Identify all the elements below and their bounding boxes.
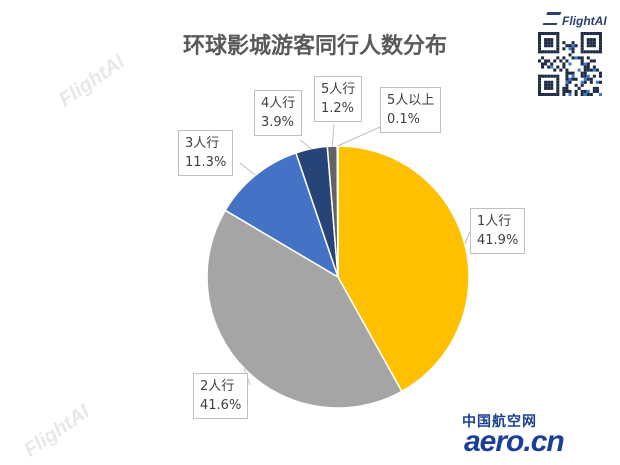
leader-line (239, 162, 256, 176)
footer-logo: aero.cn (464, 425, 565, 458)
category-label: 2人行 (200, 379, 235, 394)
footer-site-name: 中国航空网 (462, 414, 537, 430)
category-label: 1人行 (477, 214, 512, 229)
data-label: 2人行 41.6% (193, 373, 249, 419)
data-label: 4人行 3.9% (254, 90, 303, 136)
value-label: 0.1% (387, 112, 421, 127)
category-label: 3人行 (185, 136, 220, 151)
brand-logo: FlightAI (542, 12, 607, 28)
value-label: 3.9% (261, 115, 295, 130)
leader-line (337, 126, 381, 147)
data-label: 5人行 1.2% (314, 76, 363, 122)
value-label: 1.2% (321, 101, 355, 116)
data-label: 3人行 11.3% (178, 130, 234, 176)
pie-slice-2 (206, 209, 403, 409)
category-label: 4人行 (261, 96, 296, 111)
pie-slice-3 (224, 151, 340, 279)
qr-code-icon (538, 32, 602, 96)
leader-line (299, 139, 312, 150)
pie-slice-1 (337, 145, 470, 393)
chart-title: 环球影城游客同行人数分布 (182, 34, 447, 59)
value-label: 11.3% (185, 155, 227, 170)
category-label: 5人行 (321, 82, 356, 97)
value-label: 41.6% (200, 398, 242, 413)
data-label: 5人以上 0.1% (380, 87, 442, 133)
value-label: 41.9% (477, 233, 519, 248)
leader-line (331, 123, 335, 147)
leader-line (464, 231, 471, 245)
data-label: 1人行 41.9% (470, 208, 526, 254)
brand-name: FlightAI (562, 14, 607, 28)
pie-slice-6 (336, 145, 339, 278)
category-label: 5人以上 (387, 93, 435, 108)
